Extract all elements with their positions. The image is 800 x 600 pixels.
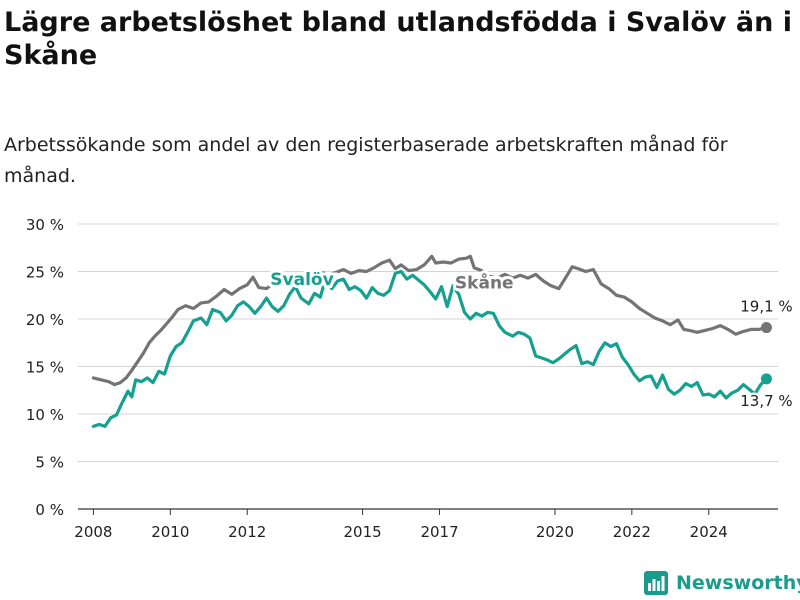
y-tick-label: 30 % [26, 216, 64, 234]
y-axis-ticks: 0 % 5 % 10 % 15 % 20 % 25 % 30 % [26, 216, 64, 519]
x-tick-label: 2017 [420, 523, 458, 541]
end-value-label-svalov: 13,7 % [740, 392, 792, 410]
x-tick-label: 2012 [228, 523, 266, 541]
brand-name: Newsworthy [676, 572, 800, 594]
y-tick-label: 10 % [26, 406, 64, 424]
x-tick-label: 2015 [344, 523, 382, 541]
y-tick-label: 20 % [26, 311, 64, 329]
y-tick-label: 15 % [26, 359, 64, 377]
series-line-skane [91, 254, 769, 387]
end-value-label-skane: 19,1 % [740, 298, 792, 316]
bar-chart-logo-icon [644, 571, 668, 595]
y-tick-label: 5 % [35, 454, 64, 472]
series-label-skane: Skåne [455, 272, 514, 294]
series-line-svalov [91, 269, 769, 428]
end-point-svalov [760, 373, 772, 385]
series-lines [91, 254, 769, 428]
y-tick-label: 25 % [26, 264, 64, 282]
chart-title: Lägre arbetslöshet bland utlandsfödda i … [4, 7, 793, 71]
series-labels: Skåne 19,1 % Svalöv 13,7 % [267, 267, 795, 413]
newsworthy-logo[interactable]: Newsworthy [644, 569, 800, 597]
chart-subtitle: Arbetssökande som andel av den registerb… [4, 134, 728, 187]
x-tick-label: 2022 [613, 523, 651, 541]
series-label-svalov: Svalöv [270, 270, 333, 290]
x-axis-ticks: 2008 2010 2012 2015 2017 2020 2022 2024 [74, 509, 728, 541]
y-tick-label: 0 % [35, 501, 64, 519]
x-tick-label: 2008 [74, 523, 112, 541]
gridlines [78, 223, 778, 510]
end-point-skane [760, 322, 772, 334]
x-tick-label: 2024 [690, 523, 728, 541]
x-tick-label: 2020 [536, 523, 574, 541]
x-tick-label: 2010 [151, 523, 189, 541]
